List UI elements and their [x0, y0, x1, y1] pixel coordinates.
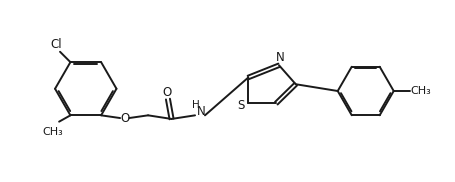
Text: N: N [197, 105, 205, 118]
Text: N: N [275, 51, 283, 64]
Text: S: S [237, 99, 244, 112]
Text: O: O [120, 112, 129, 125]
Text: H: H [191, 100, 199, 110]
Text: Cl: Cl [50, 38, 61, 51]
Text: CH₃: CH₃ [42, 127, 63, 136]
Text: O: O [162, 86, 172, 99]
Text: CH₃: CH₃ [410, 86, 430, 96]
